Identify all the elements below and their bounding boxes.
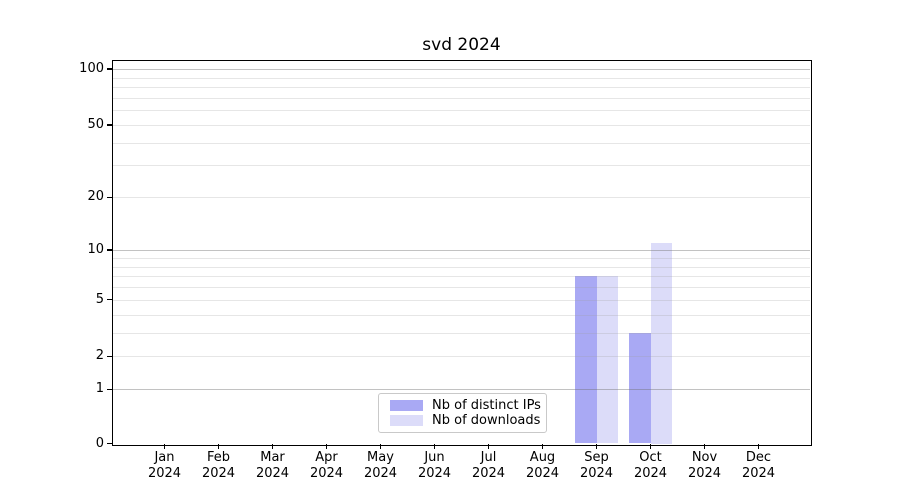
legend-item-distinct-ips: Nb of distinct IPs bbox=[390, 398, 541, 413]
x-tick-label-mar: Mar 2024 bbox=[255, 450, 290, 481]
minor-gridline bbox=[113, 257, 810, 259]
y-tick bbox=[106, 442, 113, 445]
x-tick bbox=[757, 444, 760, 449]
x-tick bbox=[217, 444, 220, 449]
y-tick bbox=[106, 298, 113, 301]
major-gridline bbox=[113, 68, 810, 70]
x-tick bbox=[325, 444, 328, 449]
bars-layer bbox=[113, 61, 810, 444]
x-tick bbox=[541, 444, 544, 449]
x-tick-label-jul: Jul 2024 bbox=[471, 450, 506, 481]
minor-gridline bbox=[113, 142, 810, 144]
y-tick-label: 10 bbox=[87, 242, 104, 258]
x-tick-label-may: May 2024 bbox=[363, 450, 398, 481]
x-tick-label-feb: Feb 2024 bbox=[201, 450, 236, 481]
x-tick-label-apr: Apr 2024 bbox=[309, 450, 344, 481]
y-tick-label: 100 bbox=[79, 60, 104, 76]
minor-gridline bbox=[113, 124, 810, 126]
y-tick-label: 1 bbox=[95, 381, 104, 397]
major-gridline bbox=[113, 250, 810, 252]
y-tick-label: 20 bbox=[87, 189, 104, 205]
x-tick bbox=[703, 444, 706, 449]
x-tick-label-jun: Jun 2024 bbox=[417, 450, 452, 481]
plot-area: 0 1 2 5 10 20 50 100 Jan 2024 Feb 2024 Mar 2024 Apr 20… bbox=[79, 59, 812, 481]
y-tick bbox=[106, 196, 113, 198]
x-tick-label-sep: Sep 2024 bbox=[579, 450, 614, 481]
x-tick-label-oct: Oct 2024 bbox=[633, 450, 668, 481]
minor-gridline bbox=[113, 332, 810, 334]
minor-gridline bbox=[113, 266, 810, 268]
bar-sep-downloads bbox=[596, 276, 618, 444]
minor-gridline bbox=[113, 87, 810, 88]
y-tick bbox=[106, 68, 113, 70]
bar-oct-downloads bbox=[650, 243, 672, 444]
grid-layer bbox=[113, 61, 810, 444]
x-tick-label-nov: Nov 2024 bbox=[687, 450, 722, 481]
minor-gridline bbox=[113, 97, 810, 99]
y-tick-label: 5 bbox=[95, 291, 104, 307]
y-tick-label: 50 bbox=[87, 116, 104, 132]
x-tick bbox=[649, 444, 652, 449]
x-tick bbox=[163, 444, 166, 449]
x-tick-label-dec: Dec 2024 bbox=[741, 450, 776, 481]
legend-label-distinct-ips: Nb of distinct IPs bbox=[432, 398, 541, 413]
legend: Nb of distinct IPs Nb of downloads bbox=[378, 393, 547, 433]
y-tick bbox=[106, 124, 113, 126]
x-tick-label-jan: Jan 2024 bbox=[147, 450, 182, 481]
major-gridline bbox=[113, 389, 810, 391]
minor-gridline bbox=[113, 287, 810, 288]
minor-gridline bbox=[113, 276, 810, 278]
minor-gridline bbox=[113, 299, 810, 301]
chart-title: svd 2024 bbox=[422, 35, 501, 55]
x-tick-label-aug: Aug 2024 bbox=[525, 450, 560, 481]
minor-gridline bbox=[113, 314, 810, 316]
minor-gridline bbox=[113, 77, 810, 79]
x-tick bbox=[433, 444, 436, 449]
x-tick bbox=[379, 444, 382, 449]
legend-swatch-downloads-icon bbox=[390, 415, 423, 426]
x-tick bbox=[271, 444, 274, 449]
bar-sep-distinct-ips bbox=[575, 276, 597, 444]
bar-oct-distinct-ips bbox=[629, 332, 651, 444]
minor-gridline bbox=[113, 110, 810, 112]
minor-gridline bbox=[113, 356, 810, 358]
legend-label-downloads: Nb of downloads bbox=[432, 413, 541, 428]
y-tick-label: 2 bbox=[95, 348, 104, 364]
minor-gridline bbox=[113, 165, 810, 167]
y-tick bbox=[106, 249, 113, 251]
x-tick bbox=[595, 444, 598, 449]
minor-gridline bbox=[113, 197, 810, 199]
y-tick bbox=[106, 388, 113, 391]
x-tick bbox=[487, 444, 490, 449]
legend-item-downloads: Nb of downloads bbox=[390, 413, 540, 428]
legend-swatch-distinct-ips-icon bbox=[390, 400, 423, 411]
y-tick-label: 0 bbox=[95, 435, 104, 451]
y-tick bbox=[106, 355, 113, 357]
